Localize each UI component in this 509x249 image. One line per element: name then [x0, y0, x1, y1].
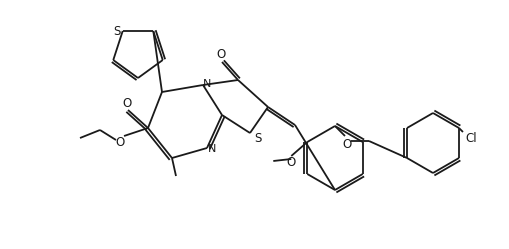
Text: O: O	[287, 157, 296, 170]
Text: O: O	[116, 135, 125, 148]
Text: S: S	[113, 25, 121, 38]
Text: S: S	[254, 131, 262, 144]
Text: N: N	[203, 79, 211, 89]
Text: Cl: Cl	[465, 132, 477, 145]
Text: N: N	[208, 144, 216, 154]
Text: O: O	[122, 97, 132, 110]
Text: O: O	[216, 48, 225, 61]
Text: O: O	[343, 138, 352, 151]
